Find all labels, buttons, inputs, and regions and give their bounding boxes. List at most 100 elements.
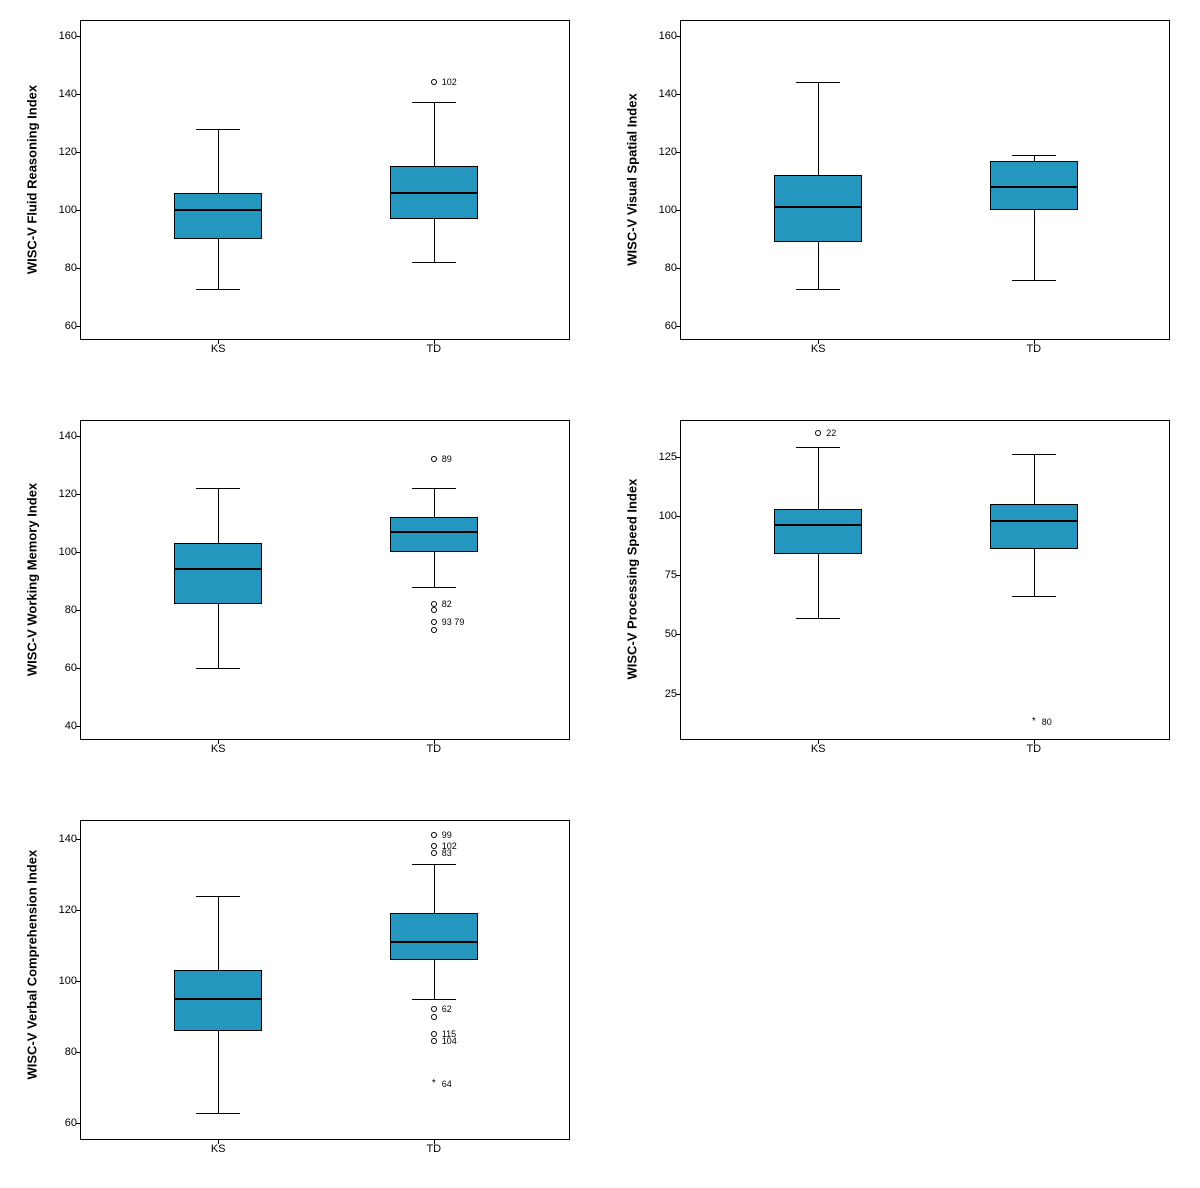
whisker-cap-lower bbox=[412, 587, 456, 588]
whisker-cap-lower bbox=[796, 289, 840, 290]
x-tick-mark bbox=[434, 1139, 435, 1144]
whisker-cap-lower bbox=[196, 668, 240, 669]
whisker-lower bbox=[218, 239, 219, 288]
y-tick-label: 100 bbox=[659, 204, 677, 216]
box bbox=[390, 517, 478, 552]
whisker-cap-lower bbox=[196, 1113, 240, 1114]
whisker-upper bbox=[218, 488, 219, 543]
x-tick-label: TD bbox=[426, 343, 441, 355]
whisker-cap-upper bbox=[1012, 454, 1056, 455]
y-axis-label: WISC-V Processing Speed Index bbox=[625, 480, 640, 680]
y-tick-label: 160 bbox=[659, 30, 677, 42]
whisker-cap-upper bbox=[196, 488, 240, 489]
whisker-cap-upper bbox=[412, 488, 456, 489]
whisker-cap-lower bbox=[1012, 280, 1056, 281]
y-tick-mark bbox=[676, 326, 681, 327]
box bbox=[174, 193, 262, 240]
outlier-label: 82 bbox=[442, 599, 452, 609]
whisker-cap-upper bbox=[196, 896, 240, 897]
y-ticks: 6080100120140160 bbox=[651, 21, 681, 339]
whisker-upper bbox=[434, 488, 435, 517]
box bbox=[390, 913, 478, 959]
x-tick-label: KS bbox=[211, 743, 226, 755]
whisker-upper bbox=[1034, 454, 1035, 504]
outlier-extreme: * bbox=[1032, 717, 1036, 727]
outlier-label: 99 bbox=[442, 830, 452, 840]
y-tick-label: 120 bbox=[59, 488, 77, 500]
outlier-extreme: * bbox=[432, 1079, 436, 1089]
x-tick-mark bbox=[434, 339, 435, 344]
median-line bbox=[990, 520, 1078, 522]
y-tick-mark bbox=[76, 839, 81, 840]
x-ticks: KSTD bbox=[81, 1139, 569, 1159]
y-tick-mark bbox=[76, 1123, 81, 1124]
box bbox=[774, 175, 862, 242]
x-tick-label: TD bbox=[1026, 343, 1041, 355]
outlier-label: 102 bbox=[442, 77, 457, 87]
y-tick-label: 160 bbox=[59, 30, 77, 42]
panel-fluid: 6080100120140160KSTD102WISC-V Fluid Reas… bbox=[20, 10, 580, 370]
whisker-upper bbox=[434, 102, 435, 166]
y-tick-mark bbox=[676, 694, 681, 695]
whisker-cap-lower bbox=[1012, 596, 1056, 597]
whisker-lower bbox=[434, 219, 435, 263]
outlier bbox=[431, 850, 437, 856]
plot-area: 6080100120140KSTD991028362115104*64 bbox=[80, 820, 570, 1140]
outlier-label: 89 bbox=[442, 454, 452, 464]
whisker-upper bbox=[818, 447, 819, 509]
y-tick-mark bbox=[76, 210, 81, 211]
x-tick-mark bbox=[1034, 339, 1035, 344]
y-tick-mark bbox=[676, 516, 681, 517]
figure-grid: 6080100120140160KSTD102WISC-V Fluid Reas… bbox=[0, 0, 1200, 1188]
panel-verbal: 6080100120140KSTD991028362115104*64WISC-… bbox=[20, 810, 580, 1170]
outlier bbox=[431, 627, 437, 633]
whisker-cap-upper bbox=[412, 102, 456, 103]
y-tick-mark bbox=[76, 668, 81, 669]
y-axis-label: WISC-V Fluid Reasoning Index bbox=[25, 80, 40, 280]
whisker-cap-upper bbox=[796, 82, 840, 83]
outlier bbox=[431, 832, 437, 838]
y-axis-label: WISC-V Verbal Comprehension Index bbox=[25, 880, 40, 1080]
whisker-upper bbox=[218, 896, 219, 971]
y-tick-label: 100 bbox=[59, 204, 77, 216]
y-tick-mark bbox=[76, 94, 81, 95]
y-tick-mark bbox=[676, 36, 681, 37]
y-tick-label: 120 bbox=[659, 146, 677, 158]
y-tick-label: 125 bbox=[659, 451, 677, 463]
y-tick-label: 100 bbox=[59, 975, 77, 987]
y-tick-mark bbox=[76, 494, 81, 495]
y-tick-mark bbox=[76, 726, 81, 727]
median-line bbox=[990, 186, 1078, 188]
y-tick-mark bbox=[76, 1052, 81, 1053]
y-ticks: 6080100120140160 bbox=[51, 21, 81, 339]
y-axis-label: WISC-V Working Memory Index bbox=[25, 480, 40, 680]
x-tick-mark bbox=[1034, 739, 1035, 744]
x-ticks: KSTD bbox=[81, 339, 569, 359]
whisker-cap-lower bbox=[412, 262, 456, 263]
y-tick-mark bbox=[76, 610, 81, 611]
whisker-lower bbox=[1034, 549, 1035, 596]
y-tick-mark bbox=[676, 575, 681, 576]
y-tick-mark bbox=[76, 152, 81, 153]
whisker-lower bbox=[818, 242, 819, 289]
x-tick-mark bbox=[218, 1139, 219, 1144]
y-tick-mark bbox=[676, 634, 681, 635]
outlier-label: 22 bbox=[826, 428, 836, 438]
y-tick-mark bbox=[76, 268, 81, 269]
median-line bbox=[174, 568, 262, 570]
x-tick-mark bbox=[218, 339, 219, 344]
whisker-upper bbox=[218, 129, 219, 193]
y-tick-label: 120 bbox=[59, 146, 77, 158]
y-tick-mark bbox=[76, 36, 81, 37]
x-tick-label: KS bbox=[811, 343, 826, 355]
whisker-lower bbox=[434, 552, 435, 587]
median-line bbox=[774, 524, 862, 526]
box bbox=[990, 504, 1078, 549]
y-ticks: 406080100120140 bbox=[51, 421, 81, 739]
whisker-cap-lower bbox=[796, 618, 840, 619]
x-tick-mark bbox=[818, 339, 819, 344]
outlier bbox=[431, 619, 437, 625]
outlier-label: 64 bbox=[442, 1079, 452, 1089]
box bbox=[774, 509, 862, 554]
y-tick-mark bbox=[76, 326, 81, 327]
